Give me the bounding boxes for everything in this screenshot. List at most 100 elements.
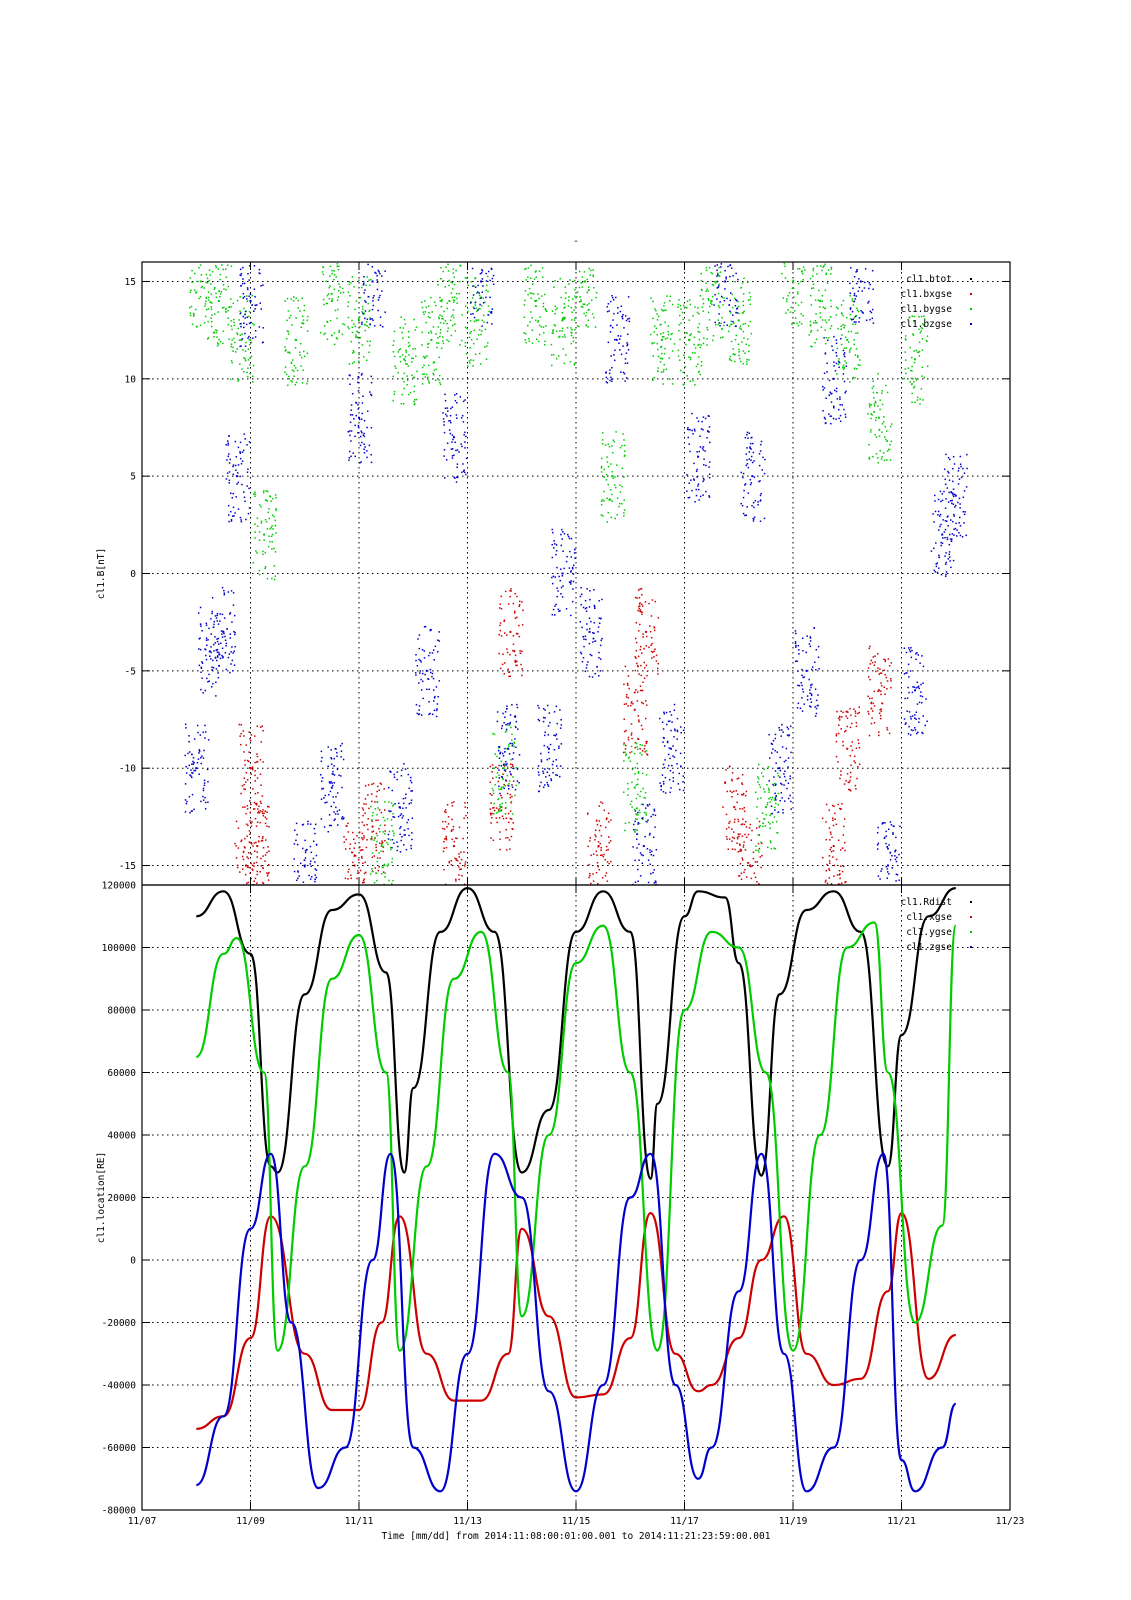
data-point-cloud [328, 814, 331, 816]
data-point-cloud [390, 771, 392, 773]
data-point-cloud [245, 295, 248, 297]
data-point-cloud [656, 334, 659, 336]
data-point-cloud [628, 320, 631, 323]
data-point-cloud [348, 457, 351, 459]
data-point-cloud [698, 499, 700, 501]
data-point-cloud [460, 868, 462, 870]
data-point-cloud [705, 269, 708, 272]
data-point-cloud [749, 303, 751, 306]
data-point-cloud [296, 843, 299, 846]
data-point-cloud [216, 651, 219, 653]
data-point-cloud [498, 774, 500, 777]
data-point-cloud [333, 757, 335, 760]
data-point-cloud [855, 368, 858, 370]
data-point-cloud [266, 577, 269, 580]
data-point-cloud [231, 659, 234, 662]
data-point-cloud [384, 833, 386, 835]
data-point-cloud [935, 563, 937, 565]
data-point-cloud [444, 838, 446, 840]
data-point-cloud [634, 859, 636, 862]
data-point-cloud [815, 712, 818, 715]
data-point-cloud [330, 757, 332, 759]
data-point-cloud [461, 471, 463, 474]
data-point-cloud [843, 355, 846, 358]
data-point-cloud [624, 358, 627, 360]
data-point-cloud [918, 721, 920, 723]
data-point-cloud [225, 642, 228, 645]
data-point-cloud [403, 844, 405, 846]
data-point-cloud [503, 787, 505, 790]
data-point-cloud [815, 699, 818, 702]
data-point-cloud [868, 734, 871, 737]
data-point-cloud [501, 815, 504, 818]
data-point-cloud [777, 775, 780, 777]
data-point-cloud [842, 865, 845, 868]
data-point-cloud [605, 473, 608, 476]
data-point-cloud [423, 650, 426, 652]
data-point-cloud [886, 728, 889, 731]
data-point-cloud [653, 808, 656, 811]
data-point-cloud [321, 777, 324, 779]
data-point-cloud [830, 393, 832, 395]
data-point-cloud [697, 344, 699, 346]
data-point-cloud [512, 765, 514, 768]
data-point-cloud [392, 816, 394, 818]
data-point-cloud [693, 343, 695, 346]
data-point-cloud [206, 677, 208, 680]
data-point-cloud [241, 460, 244, 462]
data-point-cloud [641, 603, 643, 606]
data-point-cloud [498, 764, 500, 767]
data-point-cloud [324, 794, 327, 797]
data-point-cloud [464, 802, 466, 804]
data-point-cloud [606, 382, 609, 384]
data-point-cloud [285, 349, 287, 351]
data-point-cloud [790, 808, 792, 810]
data-point-cloud [368, 279, 370, 281]
data-point-cloud [639, 795, 641, 798]
data-point-cloud [585, 314, 587, 317]
data-point-cloud [403, 372, 406, 375]
data-point-cloud [201, 661, 203, 663]
data-point-cloud [703, 337, 705, 340]
data-point-cloud [239, 345, 241, 348]
data-point-cloud [555, 733, 558, 736]
data-point-cloud [402, 337, 404, 339]
data-point-cloud [905, 372, 907, 375]
data-point-cloud [926, 720, 928, 723]
data-point-cloud [735, 790, 738, 792]
data-point-cloud [407, 365, 410, 367]
data-point [507, 747, 510, 750]
data-point-cloud [542, 302, 545, 305]
data-point-cloud [246, 882, 248, 885]
data-point-cloud [366, 839, 368, 841]
data-point-cloud [199, 648, 202, 651]
data-point-cloud [595, 819, 598, 822]
data-point-cloud [641, 750, 644, 752]
data-point-cloud [722, 806, 724, 808]
data-point-cloud [420, 714, 423, 716]
data-point [244, 864, 247, 867]
data-point-cloud [518, 624, 520, 627]
data-point-cloud [228, 520, 230, 523]
data-point-cloud [202, 789, 205, 792]
data-point-cloud [606, 497, 608, 499]
data-point-cloud [506, 724, 509, 726]
data-point-cloud [663, 711, 665, 714]
data-point-cloud [706, 288, 708, 291]
data-point-cloud [700, 360, 703, 363]
data-point-cloud [953, 493, 956, 496]
data-point-cloud [731, 840, 733, 842]
data-point-cloud [746, 361, 748, 363]
data-point-cloud [446, 407, 449, 409]
data-point-cloud [359, 337, 361, 339]
data-point-cloud [508, 675, 510, 678]
data-point-cloud [606, 310, 609, 313]
data-point-cloud [471, 267, 474, 270]
data-point-cloud [912, 333, 914, 335]
data-point-cloud [549, 721, 551, 724]
data-point-cloud [219, 340, 222, 343]
data-point-cloud [353, 323, 355, 325]
data-point-cloud [252, 381, 254, 383]
data-point-cloud [315, 876, 318, 879]
data-point-cloud [204, 724, 206, 727]
